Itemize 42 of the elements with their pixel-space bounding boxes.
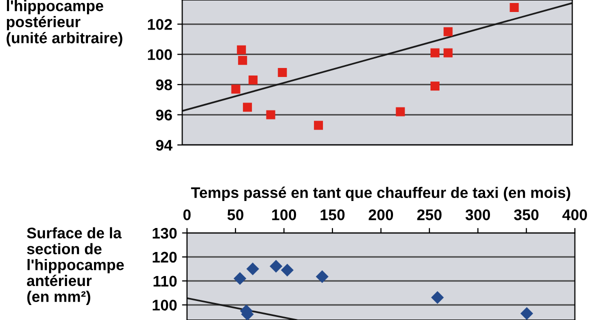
point bbox=[444, 48, 453, 58]
x-tick-label: 0 bbox=[183, 209, 191, 220]
point bbox=[431, 291, 444, 304]
point bbox=[396, 107, 405, 116]
y-tick-label: 94 bbox=[156, 140, 172, 151]
y-tick-label: 100 bbox=[152, 300, 177, 311]
point bbox=[242, 102, 252, 112]
y-tick-label: 102 bbox=[148, 19, 172, 30]
y-tick-label: 100 bbox=[148, 49, 172, 60]
point bbox=[266, 110, 276, 120]
point bbox=[316, 270, 329, 283]
point bbox=[248, 76, 258, 85]
y-tick-label: 120 bbox=[152, 252, 177, 263]
point bbox=[246, 262, 260, 276]
point bbox=[236, 45, 246, 54]
x-tick-label: 250 bbox=[417, 209, 442, 220]
y-tick-label: 96 bbox=[156, 110, 172, 120]
x-tick-label: 350 bbox=[514, 209, 538, 220]
x-tick-label: 100 bbox=[272, 209, 296, 220]
point bbox=[430, 82, 440, 91]
x-axis-title: Temps passé en tant que chauffeur de taxi (en mois) bbox=[191, 186, 570, 202]
point bbox=[280, 264, 294, 276]
x-tick-label: 50 bbox=[227, 209, 244, 220]
x-tick-label: 150 bbox=[320, 209, 345, 220]
point bbox=[270, 260, 282, 273]
point bbox=[430, 48, 440, 58]
x-tick-label: 400 bbox=[562, 209, 587, 220]
point bbox=[444, 27, 453, 36]
point bbox=[234, 272, 246, 285]
point bbox=[520, 307, 534, 320]
x-tick-label: 200 bbox=[368, 209, 394, 220]
y-tick-label: 110 bbox=[154, 276, 177, 287]
point bbox=[231, 84, 240, 94]
y-tick-label: 130 bbox=[152, 228, 177, 239]
point bbox=[314, 120, 323, 130]
point bbox=[278, 68, 287, 77]
x-tick-label: 300 bbox=[466, 209, 490, 220]
point bbox=[238, 56, 248, 65]
y-axis-title: Surface de la section de l'hippocampe antérieur (en mm²) bbox=[26, 227, 124, 306]
y-axis-title: l'hippocampe postérieur (unité arbitraire) bbox=[6, 0, 122, 46]
point bbox=[510, 3, 519, 12]
y-tick-label: 98 bbox=[156, 79, 172, 90]
